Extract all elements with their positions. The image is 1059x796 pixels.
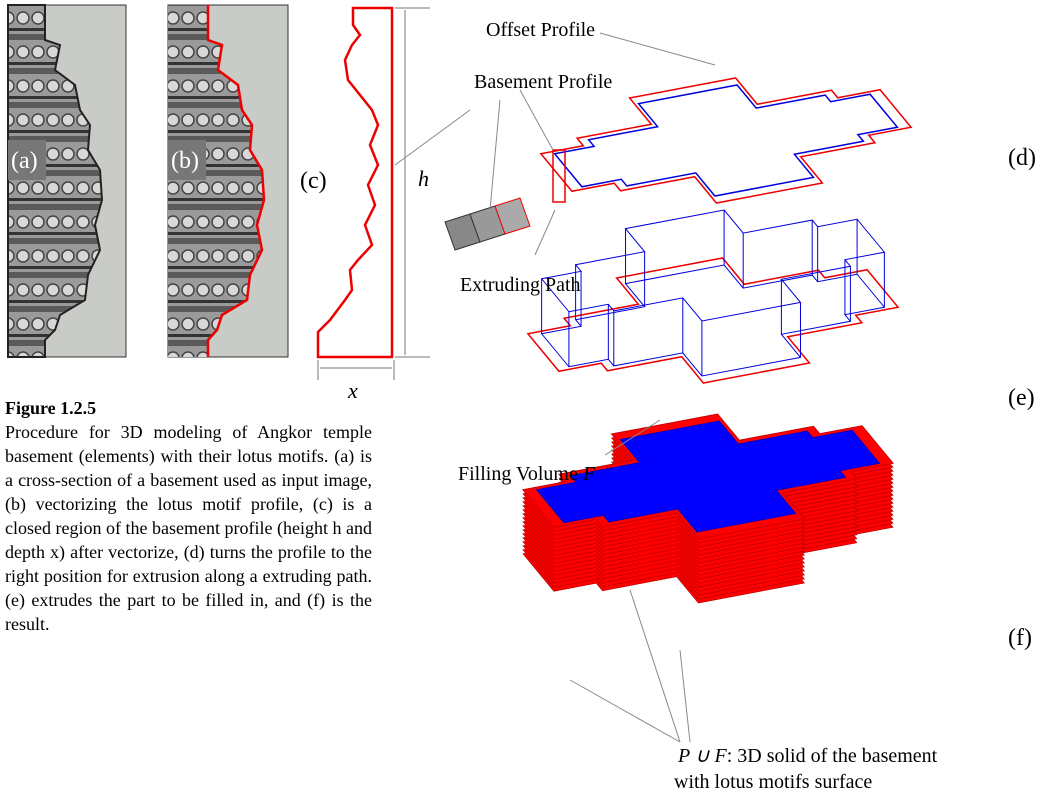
image-a: (a) xyxy=(8,5,126,357)
profile-thumbnails xyxy=(445,150,565,250)
annotation-text: Filling Volume xyxy=(458,463,578,485)
annotation: with lotus motifs surface xyxy=(674,771,872,793)
annotation: Offset Profile xyxy=(486,19,595,41)
page: (a) (b) (c) h x Offs xyxy=(0,0,1059,796)
annotation-symbol: F xyxy=(582,463,596,485)
models xyxy=(523,78,911,603)
image-b: (b) xyxy=(168,5,288,357)
annotation-symbol: P ∪ F xyxy=(677,745,727,767)
profile-c: (c) h x xyxy=(300,8,430,403)
annotation: Filling Volume F xyxy=(458,463,596,485)
panel-label: (b) xyxy=(171,148,199,174)
annotation: Extruding Path xyxy=(460,274,581,296)
caption-text: Procedure for 3D modeling of Angkor temp… xyxy=(5,422,372,634)
caption: Figure 1.2.5 Procedure for 3D modeling o… xyxy=(5,396,372,636)
arrows xyxy=(395,33,715,742)
wall-bottom xyxy=(542,265,885,376)
panel-label: (f) xyxy=(1008,625,1032,651)
panel-label: (d) xyxy=(1008,145,1036,171)
annotation: P ∪ F: 3D solid of the basement xyxy=(677,745,938,767)
annotation: Basement Profile xyxy=(474,71,612,93)
wall-top xyxy=(542,210,885,321)
panel-label: (a) xyxy=(11,148,38,174)
panel-label: (e) xyxy=(1008,385,1035,411)
caption-label: Figure 1.2.5 xyxy=(5,396,372,420)
annotation-text: : 3D solid of the basement xyxy=(727,745,938,767)
extruding-path xyxy=(555,85,898,196)
panel-label: (c) xyxy=(300,168,327,194)
dimension-label: h xyxy=(418,166,429,191)
